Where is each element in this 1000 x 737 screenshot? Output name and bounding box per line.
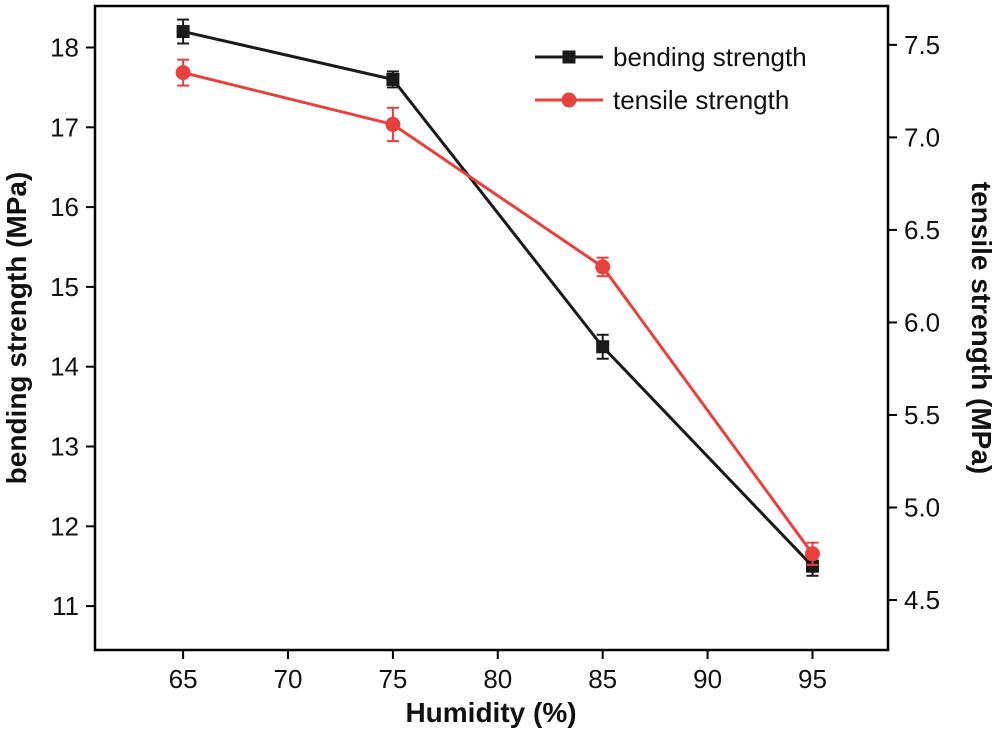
data-point-marker [386,72,400,86]
left-y-tick-label: 17 [50,112,79,142]
left-y-tick-label: 16 [50,192,79,222]
data-point-marker [385,116,401,132]
right-y-tick-label: 6.0 [904,307,940,337]
right-y-tick-label: 4.5 [904,585,940,615]
x-tick-label: 70 [274,664,303,694]
left-y-tick-label: 11 [52,591,79,621]
legend-item: tensile strength [535,85,789,115]
right-y-tick-label: 7.0 [904,122,940,152]
plot-area: 65 70 75 80 85 90 95 11 12 13 14 15 16 17 18 4.5 5.0 5.5 6… [50,4,940,694]
legend-label: tensile strength [613,85,789,115]
left-y-tick-label: 15 [50,272,79,302]
legend-marker [562,50,576,64]
series-bending-strength [176,18,819,577]
left-y-tick-label: 14 [50,352,79,382]
right-y-tick-label: 7.5 [904,30,940,60]
x-tick-label: 65 [169,664,198,694]
x-tick-label: 85 [588,664,617,694]
series-tensile-strength [175,58,820,566]
x-tick-label: 75 [378,664,407,694]
data-point-marker [175,65,191,81]
right-y-tick-label: 5.0 [904,493,940,523]
series-line [181,71,814,556]
x-tick-label: 95 [798,664,827,694]
data-point-marker [595,259,611,275]
left-axis-title: bending strength (MPa) [1,172,32,485]
right-y-tick-label: 6.5 [904,215,940,245]
x-axis-title: Humidity (%) [405,697,576,728]
x-tick-label: 80 [483,664,512,694]
legend-item: bending strength [535,42,807,72]
plot-border [93,4,890,652]
data-point-marker [805,559,819,573]
series-line [181,30,814,568]
data-point-marker [176,25,190,39]
legend-marker [561,92,577,108]
left-y-tick-label: 12 [50,511,79,541]
right-axis-title: tensile strength (MPa) [966,182,997,474]
x-tick-label: 90 [693,664,722,694]
left-y-tick-label: 18 [50,32,79,62]
left-y-tick-label: 13 [50,432,79,462]
legend-label: bending strength [613,42,807,72]
right-y-tick-label: 5.5 [904,400,940,430]
chart-legend: bending strength tensile strength [535,42,807,115]
data-point-marker [596,340,610,354]
data-point-marker [804,546,820,562]
